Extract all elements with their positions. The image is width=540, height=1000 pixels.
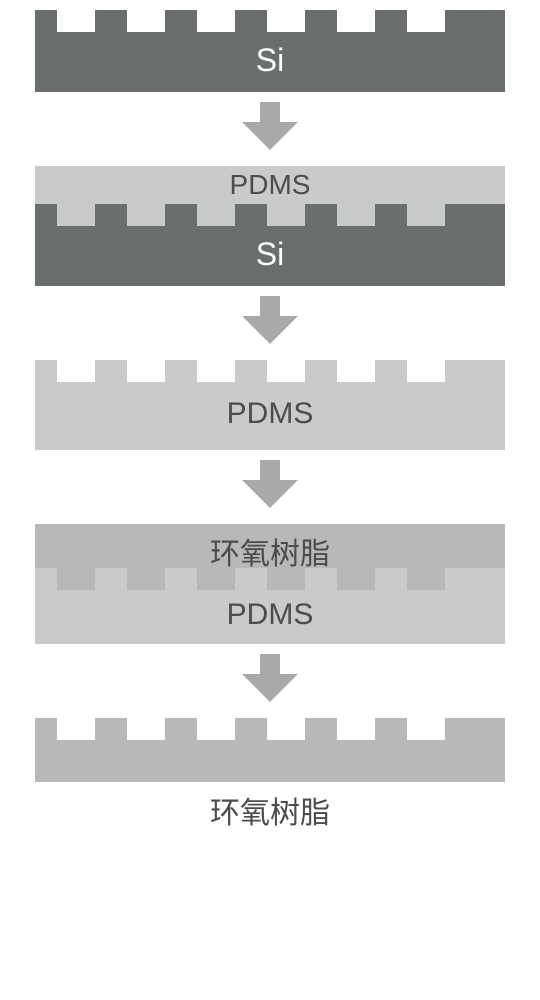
epoxy-caption: 环氧树脂 xyxy=(35,788,505,832)
step-pdms-mold: PDMS xyxy=(35,360,505,450)
slab-label: Si xyxy=(35,42,505,79)
down-arrow-icon xyxy=(242,102,298,150)
step-si-master: Si xyxy=(35,10,505,92)
slab-label: Si xyxy=(35,236,505,273)
step-epoxy-on-pdms: 环氧树脂 PDMS xyxy=(35,524,505,644)
step-pdms-on-si: PDMS Si xyxy=(35,166,505,286)
slab-label: PDMS xyxy=(35,397,505,431)
slab-label: PDMS xyxy=(35,169,505,201)
slab-label: 环氧树脂 xyxy=(35,529,505,573)
slab-label: PDMS xyxy=(35,598,505,632)
down-arrow-icon xyxy=(242,460,298,508)
down-arrow-icon xyxy=(242,654,298,702)
down-arrow-icon xyxy=(242,296,298,344)
step-epoxy-replica xyxy=(35,718,505,782)
